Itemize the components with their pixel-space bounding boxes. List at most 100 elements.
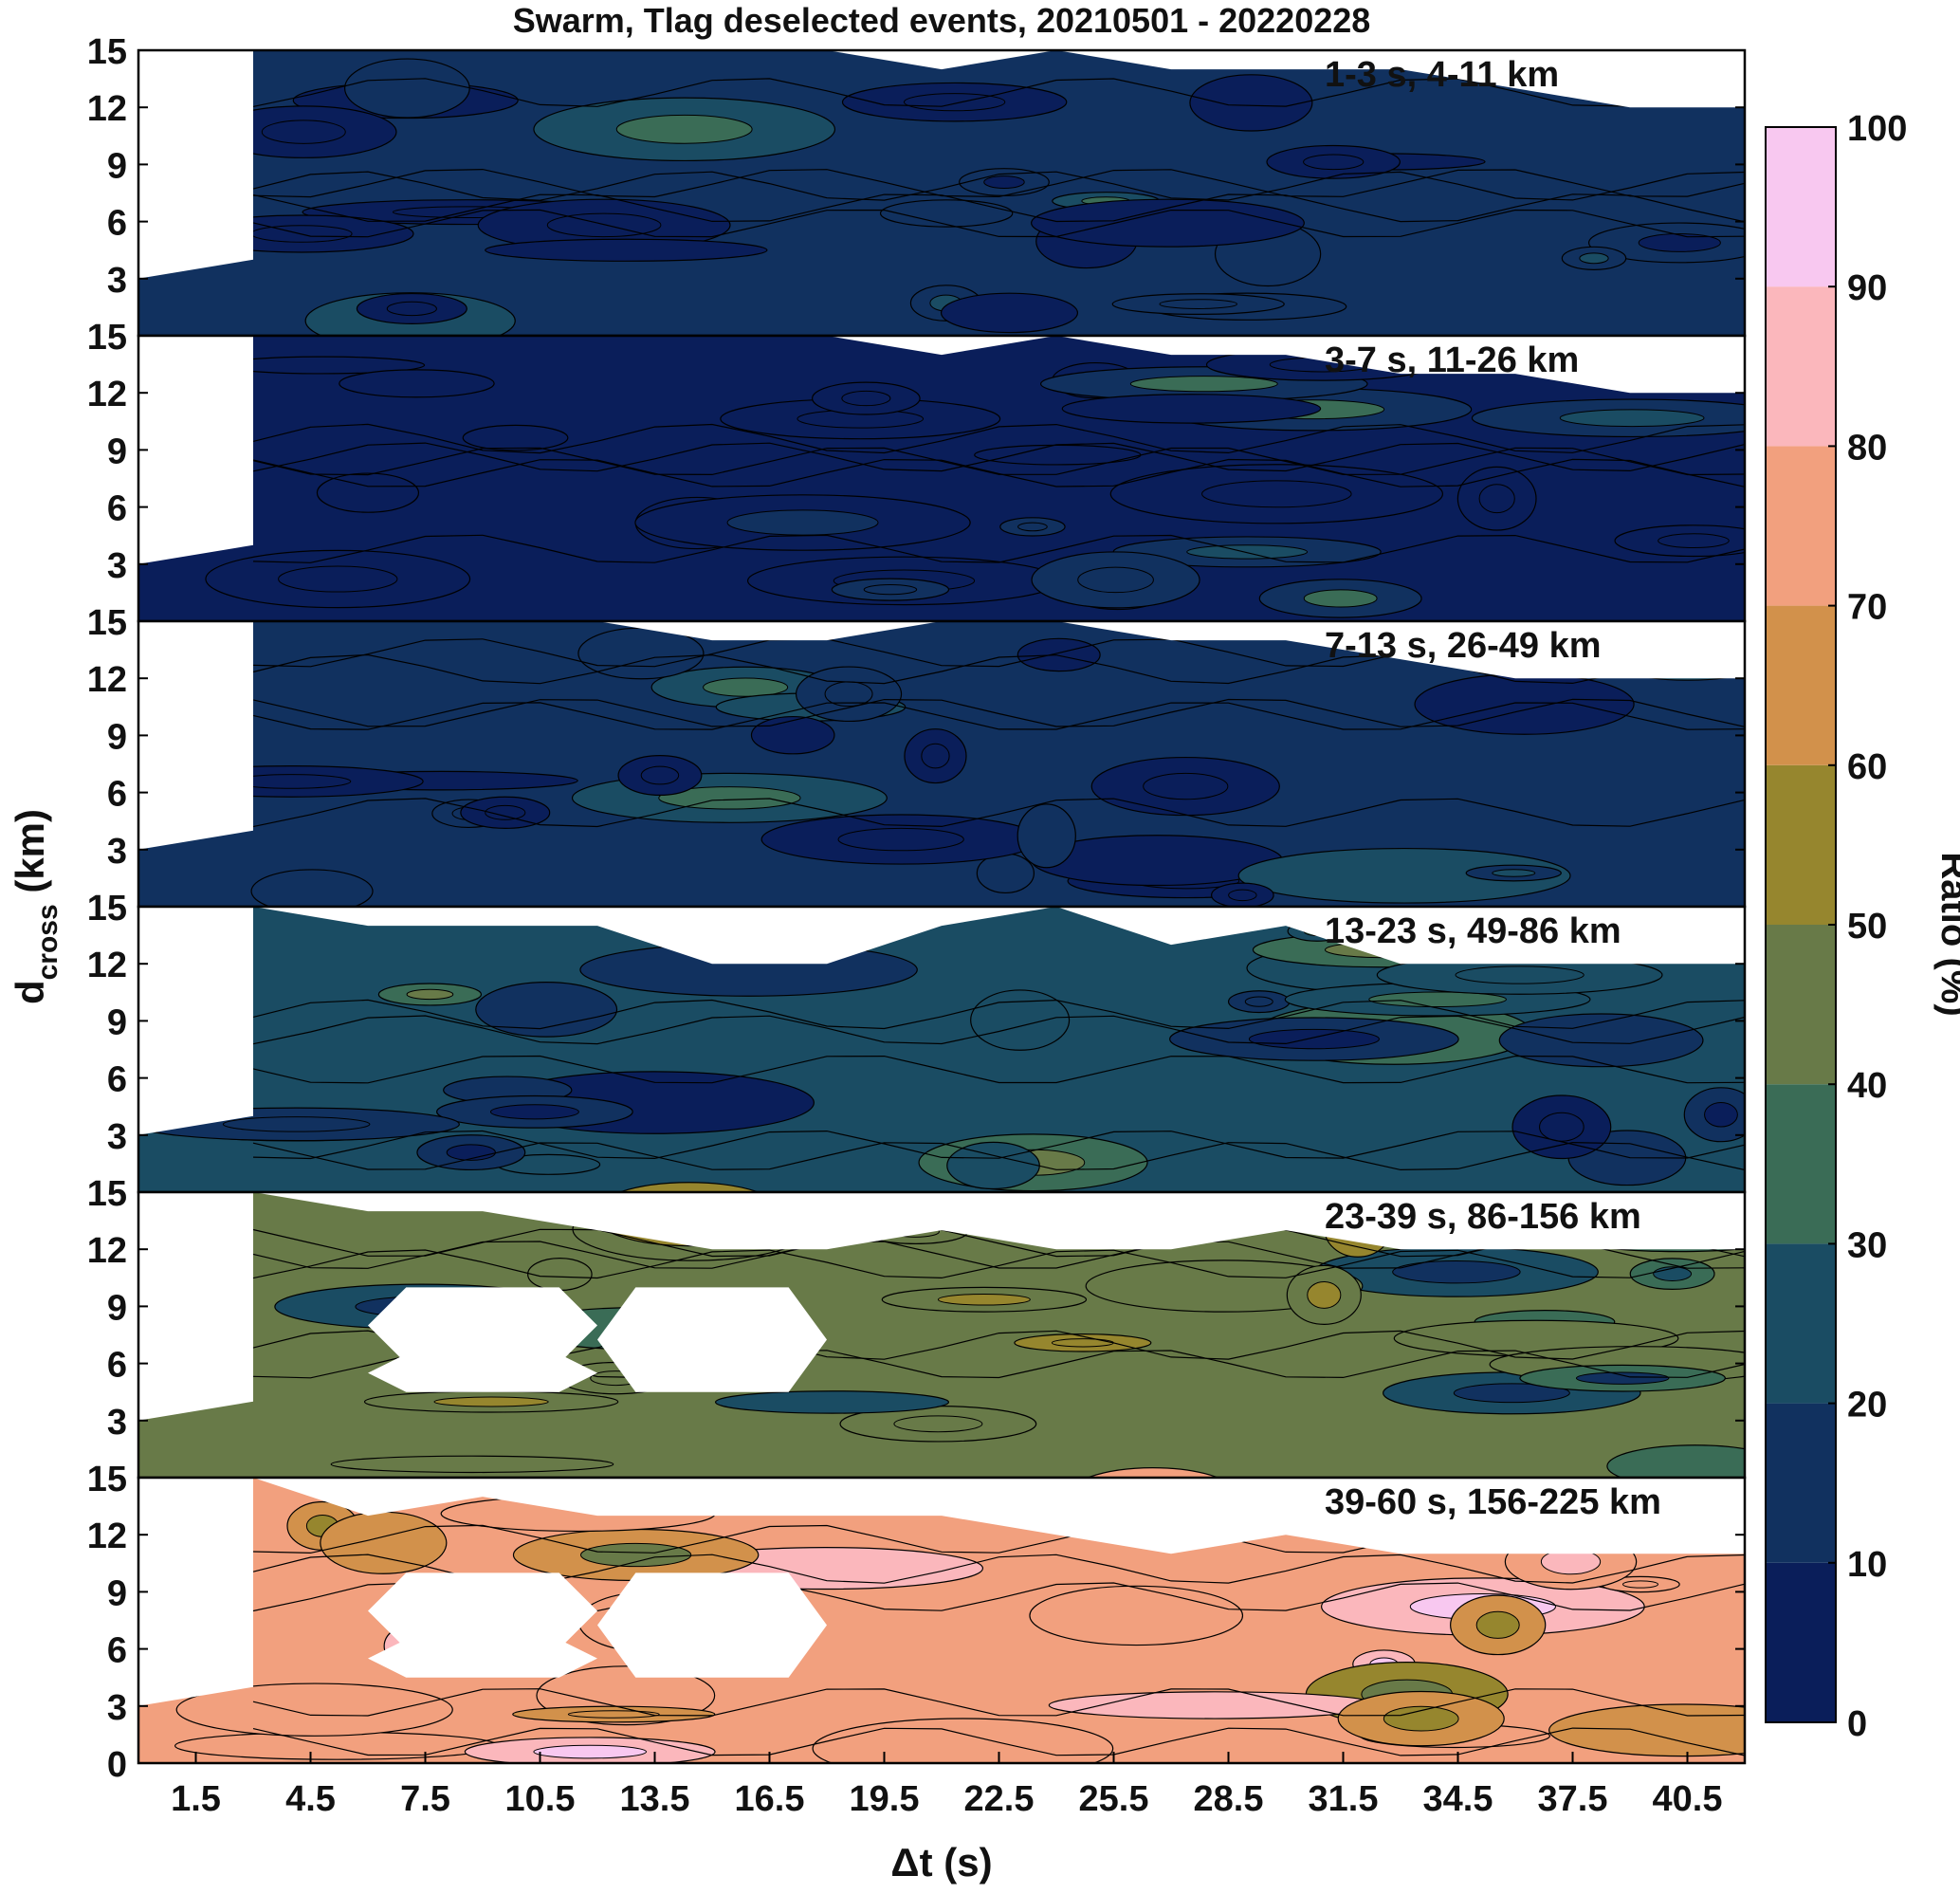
contour-core xyxy=(983,175,1025,190)
x-ticks-group: 1.5 4.5 7.5 10.5 13.5 16.5 19.5 22.5 25.5 28.5 31.… xyxy=(171,1752,1722,1819)
y-tick-label: 15 xyxy=(87,1174,127,1214)
y-tick-label: 3 xyxy=(107,1403,127,1443)
contour-core xyxy=(489,1104,579,1120)
y-tick-label: 9 xyxy=(107,1288,127,1328)
y-tick-label: 3 xyxy=(107,546,127,586)
y-tick-label: 12 xyxy=(87,1231,127,1271)
contour-core xyxy=(579,1542,692,1568)
contour-line xyxy=(252,458,1746,487)
contour-core xyxy=(567,1710,660,1719)
contour-line xyxy=(252,534,1746,563)
colorbar-segment xyxy=(1766,1403,1836,1563)
y-tick-label: 12 xyxy=(87,89,127,129)
contour-line xyxy=(252,702,1746,730)
empty-region-hole xyxy=(597,1572,827,1678)
y-axis-label-main: d xyxy=(8,980,52,1004)
x-tick-label: 37.5 xyxy=(1538,1779,1608,1819)
contour-core xyxy=(1575,1371,1670,1385)
contour-line xyxy=(252,78,1746,107)
contour-core xyxy=(726,509,879,536)
y-tick-label: 6 xyxy=(107,1631,127,1671)
contour-region xyxy=(330,1455,614,1474)
contour-region xyxy=(970,989,1071,1051)
colorbar-tick-label: 100 xyxy=(1847,109,1907,149)
contour-core xyxy=(1368,991,1507,1008)
contour-core xyxy=(1492,869,1536,877)
colorbar-tick-label: 80 xyxy=(1847,428,1887,468)
contour-core xyxy=(1638,233,1721,252)
contour-region xyxy=(174,1731,500,1760)
colorbar-segment xyxy=(1766,764,1836,925)
colorbar-tick-label: 0 xyxy=(1847,1704,1867,1744)
y-tick-label: 9 xyxy=(107,717,127,757)
contour-core xyxy=(1303,589,1378,608)
contour-region xyxy=(714,1390,950,1414)
contour-region xyxy=(339,369,495,398)
empty-region-top xyxy=(253,1192,1745,1250)
contour-core xyxy=(1159,299,1237,309)
colorbar-tick-label: 10 xyxy=(1847,1545,1887,1585)
contour-region xyxy=(879,199,1014,228)
empty-region-top xyxy=(253,50,1745,108)
contour-core xyxy=(1248,1028,1380,1050)
colorbar-tick-label: 40 xyxy=(1847,1066,1887,1106)
colorbar-label: Ratio (%) xyxy=(1933,852,1960,1016)
x-tick-label: 40.5 xyxy=(1653,1779,1723,1819)
contour-region xyxy=(750,715,835,755)
x-tick-label: 31.5 xyxy=(1309,1779,1379,1819)
panel-6: 39-60 s, 156-225 km xyxy=(137,1467,1747,1765)
empty-region-hole xyxy=(368,1353,597,1392)
svg-text:dcross (km): dcross (km) xyxy=(8,809,64,1004)
y-tick-label: 3 xyxy=(107,1117,127,1157)
contour-core xyxy=(1051,1338,1114,1348)
y-tick-label: 6 xyxy=(107,489,127,529)
panel-5: 23-39 s, 86-156 km xyxy=(137,1182,1747,1488)
colorbar-tick-label: 30 xyxy=(1847,1225,1887,1265)
y-tick-label: 6 xyxy=(107,775,127,815)
y-tick-label: 15 xyxy=(87,1460,127,1499)
contour-line xyxy=(252,698,1746,727)
y-tick-label: 6 xyxy=(107,1346,127,1386)
contour-region xyxy=(812,1718,1114,1763)
empty-region-left xyxy=(138,1192,253,1421)
y-tick-label: 12 xyxy=(87,375,127,414)
x-tick-label: 13.5 xyxy=(620,1779,690,1819)
panel-label: 13-23 s, 49-86 km xyxy=(1325,911,1621,951)
empty-region-top xyxy=(253,621,1745,679)
contour-core xyxy=(1186,544,1309,560)
panel-1: 1-3 s, 4-11 km xyxy=(137,48,1747,350)
contour-core xyxy=(1621,1580,1659,1589)
contour-core xyxy=(433,1396,549,1407)
contour-core xyxy=(837,827,964,852)
x-tick-label: 16.5 xyxy=(735,1779,805,1819)
panel-2: 3-7 s, 11-26 km xyxy=(137,334,1747,623)
contour-line xyxy=(252,209,1746,238)
panel-label: 7-13 s, 26-49 km xyxy=(1325,626,1602,666)
y-tick-label: 3 xyxy=(107,832,127,872)
contour-region xyxy=(974,444,1142,466)
x-tick-label: 22.5 xyxy=(964,1779,1035,1819)
colorbar-segment xyxy=(1766,605,1836,765)
contour-core xyxy=(1077,566,1154,594)
contour-core xyxy=(1453,1383,1570,1404)
empty-region-hole xyxy=(368,1287,597,1364)
contour-core xyxy=(1392,1260,1521,1284)
y-tick-label: 9 xyxy=(107,432,127,471)
contour-core xyxy=(1658,533,1730,549)
contour-core xyxy=(1228,889,1257,902)
empty-region-top xyxy=(253,1478,1745,1554)
contour-core xyxy=(703,677,789,697)
contour-region xyxy=(462,424,569,451)
colorbar-tick-label: 60 xyxy=(1847,747,1887,787)
contour-line xyxy=(252,1130,1746,1160)
contour-core xyxy=(1129,376,1278,393)
colorbar-segment xyxy=(1766,925,1836,1085)
colorbar-tick-label: 90 xyxy=(1847,268,1887,308)
contour-core xyxy=(1201,480,1352,508)
contour-core xyxy=(222,1116,371,1132)
contour-core xyxy=(640,765,680,785)
x-tick-label: 1.5 xyxy=(171,1779,221,1819)
contour-core xyxy=(1478,484,1515,514)
x-tick-label: 34.5 xyxy=(1423,1779,1493,1819)
contour-line xyxy=(252,1015,1746,1045)
